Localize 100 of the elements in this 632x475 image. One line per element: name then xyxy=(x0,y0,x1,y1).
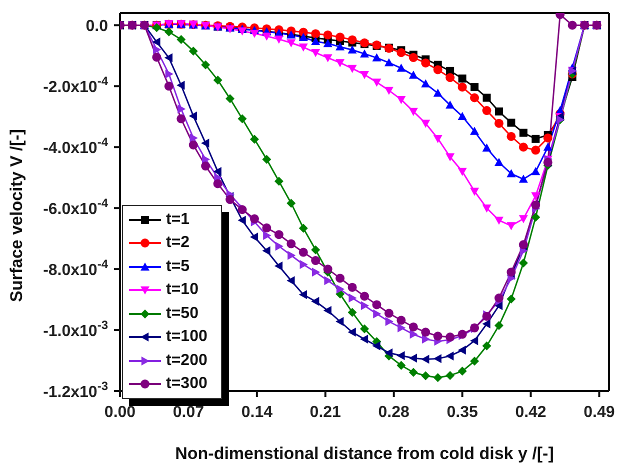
point xyxy=(286,239,296,248)
point xyxy=(433,65,442,74)
x-tick-label: 0.07 xyxy=(172,404,204,421)
point xyxy=(433,373,442,382)
point xyxy=(300,260,308,269)
legend-label: t=100 xyxy=(166,328,208,346)
point xyxy=(336,284,345,294)
point xyxy=(178,104,186,114)
point xyxy=(518,142,528,152)
point xyxy=(458,74,466,83)
point xyxy=(422,334,430,344)
point xyxy=(238,27,247,36)
point xyxy=(226,94,235,104)
point xyxy=(494,107,503,116)
point xyxy=(164,53,172,62)
point xyxy=(213,76,222,85)
point xyxy=(152,52,162,62)
point xyxy=(298,290,307,300)
point xyxy=(348,35,357,44)
point xyxy=(153,45,162,54)
y-tick-label: -1.2x10$^{-3}$ xyxy=(43,379,108,401)
point xyxy=(311,296,320,306)
point xyxy=(372,300,382,310)
point xyxy=(262,32,272,41)
point xyxy=(494,118,504,128)
point xyxy=(176,35,186,44)
point xyxy=(543,142,552,151)
point xyxy=(336,42,345,50)
point xyxy=(518,258,528,268)
point xyxy=(213,179,222,188)
point xyxy=(152,37,160,46)
point xyxy=(372,78,382,87)
point xyxy=(446,351,454,360)
point xyxy=(482,94,491,102)
point xyxy=(470,336,478,346)
point xyxy=(360,292,369,301)
point xyxy=(201,162,210,171)
point xyxy=(458,82,467,92)
point xyxy=(164,82,174,91)
point xyxy=(348,294,357,303)
legend-label: t=200 xyxy=(166,352,208,370)
point xyxy=(482,204,492,213)
point xyxy=(188,140,198,150)
point xyxy=(470,188,480,196)
legend-label: t=50 xyxy=(166,304,198,323)
point xyxy=(348,308,357,317)
point xyxy=(372,341,380,350)
legend-label: t=1 xyxy=(166,210,190,229)
point xyxy=(274,36,284,44)
point xyxy=(408,70,418,79)
point xyxy=(568,20,577,30)
point xyxy=(274,230,284,240)
point xyxy=(250,134,259,144)
point xyxy=(396,64,406,72)
point xyxy=(421,79,430,88)
point xyxy=(372,53,382,62)
point xyxy=(288,250,296,260)
y-tick-label: -2.0x10$^{-4}$ xyxy=(43,74,108,96)
point xyxy=(408,368,418,377)
point xyxy=(226,195,235,204)
point xyxy=(458,346,466,355)
point xyxy=(274,176,284,186)
point xyxy=(262,223,272,232)
point xyxy=(482,341,492,350)
point xyxy=(470,83,479,92)
point xyxy=(398,323,406,332)
point xyxy=(323,38,332,48)
point xyxy=(190,133,198,142)
point xyxy=(543,133,552,142)
x-tick-label: 0.35 xyxy=(446,404,478,421)
point xyxy=(506,169,516,178)
point xyxy=(384,86,394,95)
point xyxy=(396,48,406,58)
point xyxy=(336,274,345,283)
point xyxy=(494,216,504,225)
point xyxy=(470,93,480,102)
point xyxy=(507,118,516,127)
point xyxy=(298,248,308,257)
point xyxy=(360,70,369,80)
point xyxy=(286,276,295,286)
point xyxy=(494,158,504,166)
point xyxy=(262,154,272,164)
point xyxy=(298,44,308,52)
point xyxy=(458,168,467,176)
point xyxy=(518,174,528,183)
point xyxy=(274,262,283,271)
point xyxy=(202,154,210,164)
point xyxy=(275,242,284,251)
point xyxy=(323,306,332,316)
x-axis-title: Non-dimenstional distance from cold disk y /[-] xyxy=(175,444,554,463)
point xyxy=(531,167,540,176)
x-tick-label: 0.21 xyxy=(310,404,342,421)
point xyxy=(298,224,308,233)
point xyxy=(408,108,418,116)
point xyxy=(152,23,162,32)
point xyxy=(312,268,320,277)
point xyxy=(384,308,394,318)
point xyxy=(494,320,504,330)
point xyxy=(421,328,430,337)
point xyxy=(385,316,394,326)
